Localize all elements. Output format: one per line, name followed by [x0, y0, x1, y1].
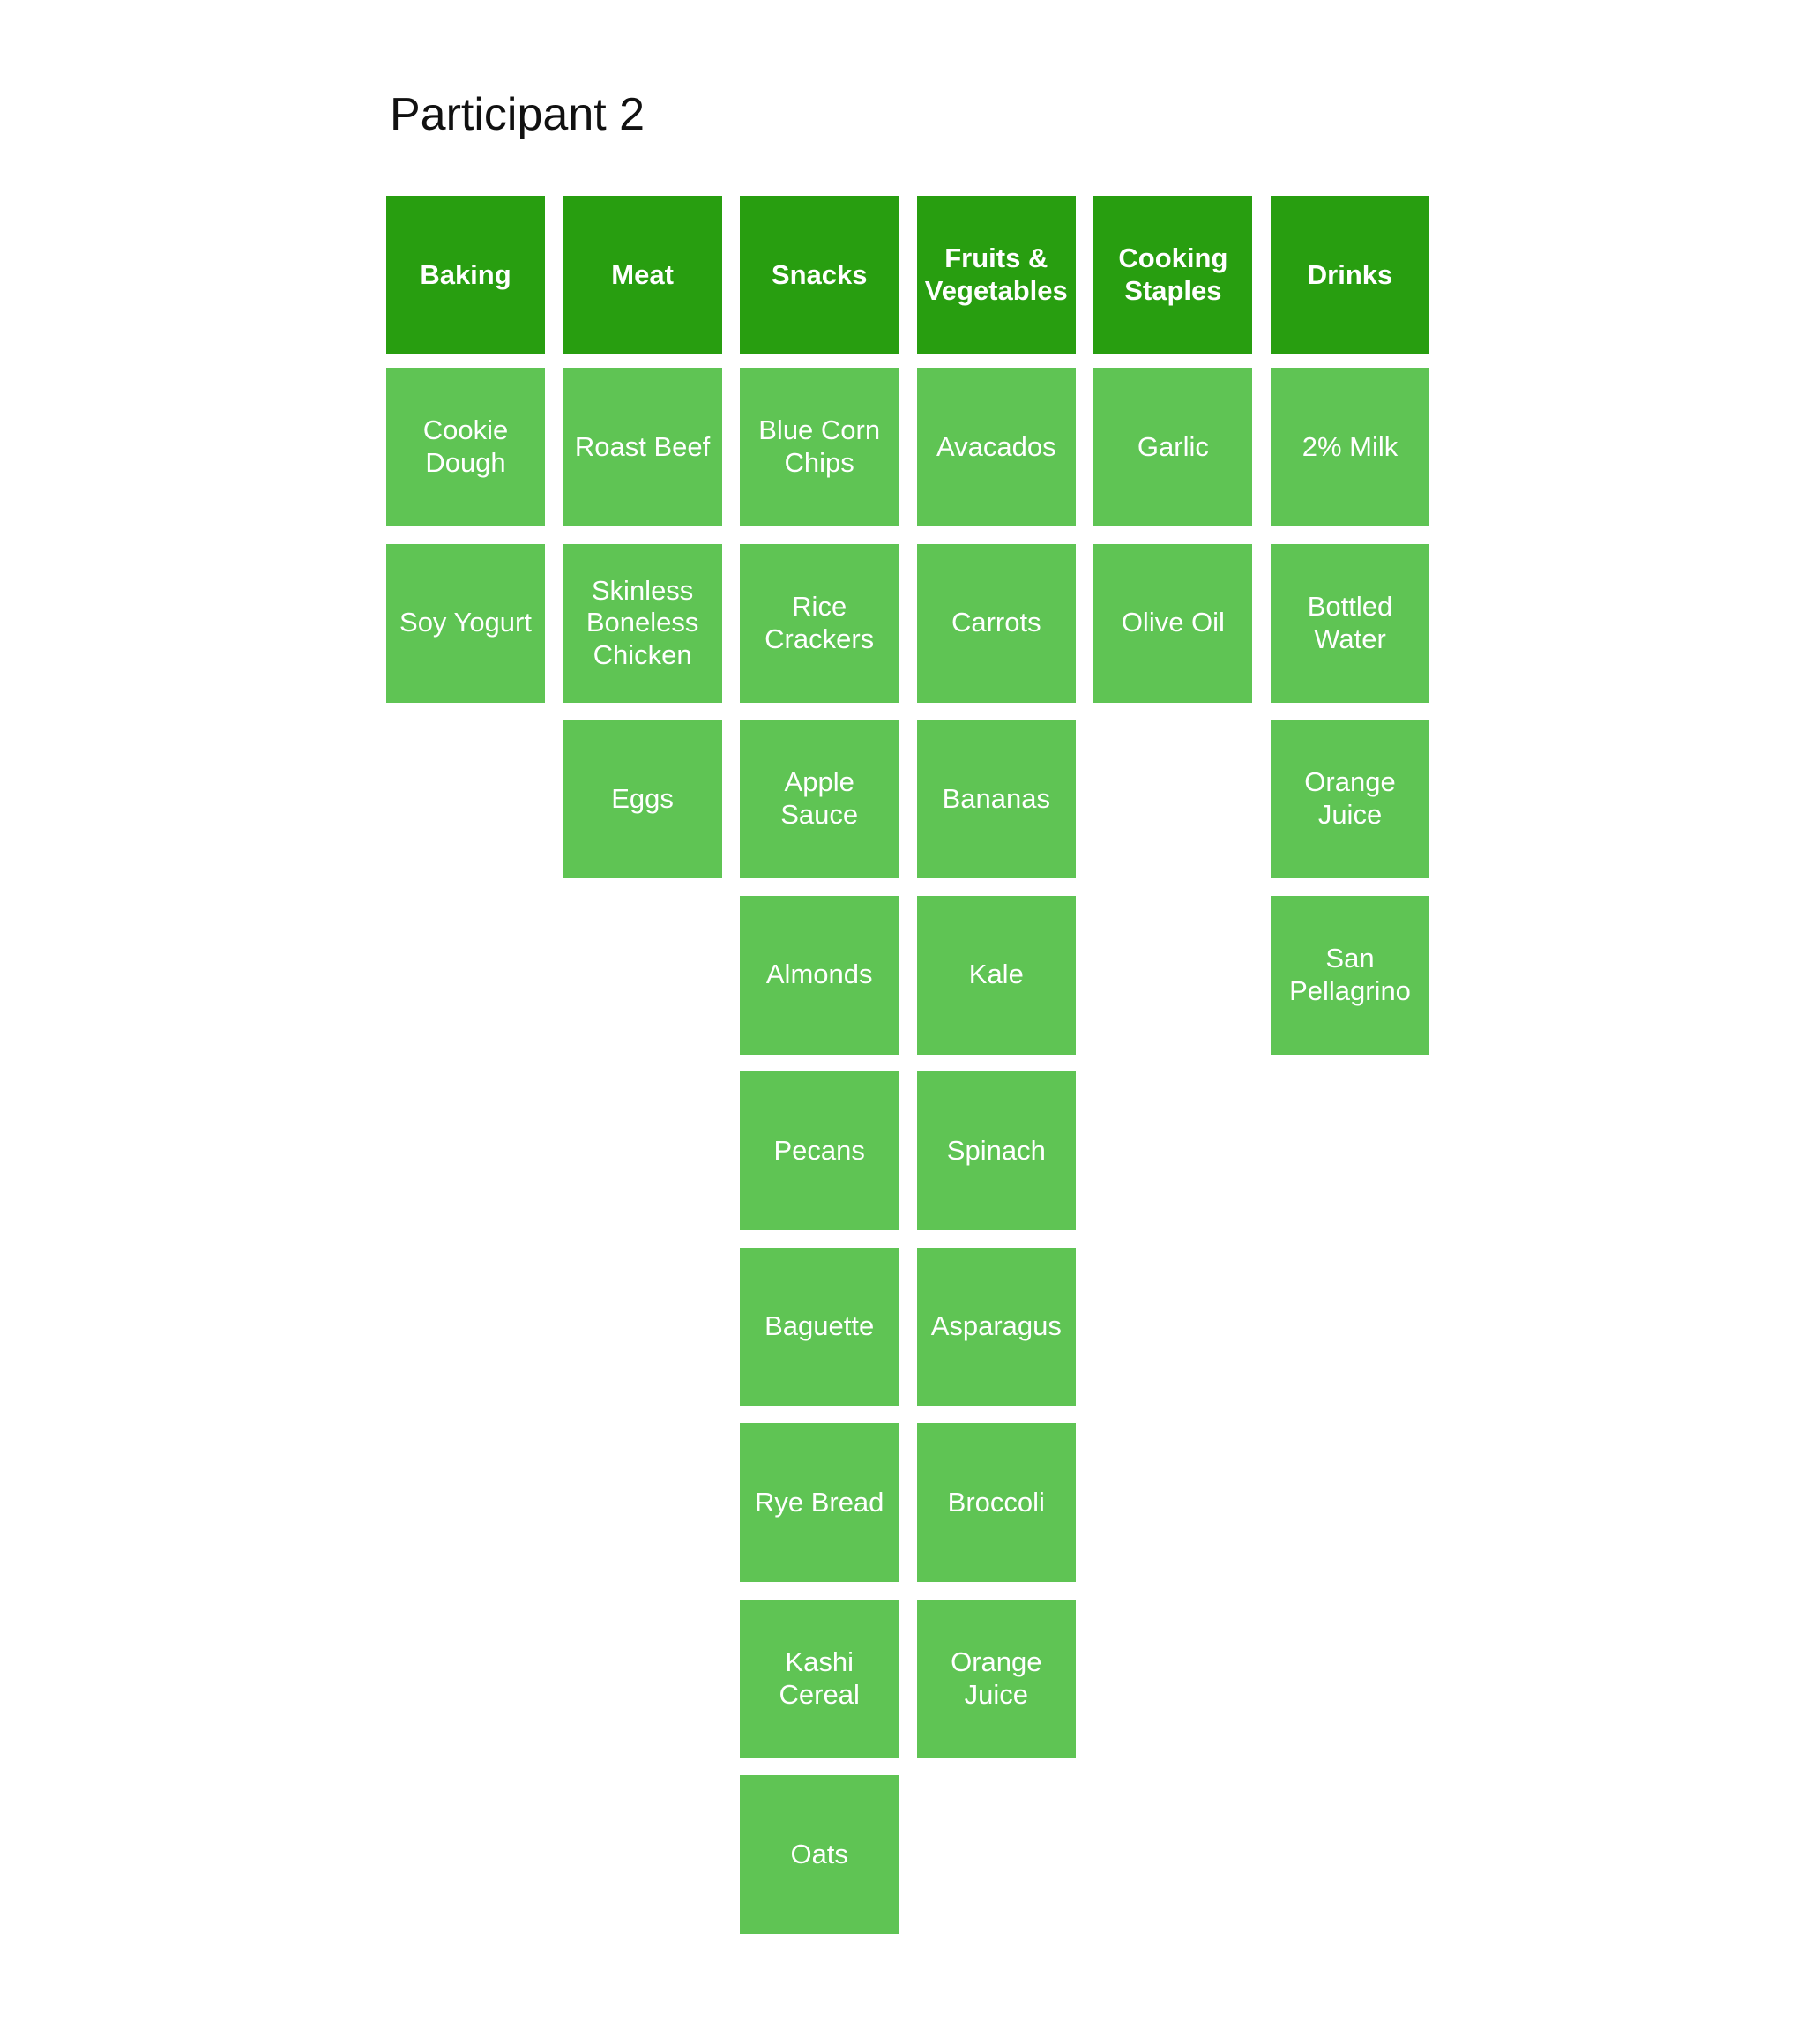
card: San Pellagrino: [1271, 895, 1429, 1055]
card: Rye Bread: [740, 1423, 899, 1582]
card: Rice Crackers: [740, 543, 899, 703]
category-header: Fruits & Vegetables: [916, 196, 1076, 354]
card: Carrots: [916, 543, 1076, 703]
category-header: Cooking Staples: [1093, 196, 1253, 354]
card: Roast Beef: [563, 368, 722, 526]
card: Bottled Water: [1271, 543, 1429, 703]
category-header: Drinks: [1271, 196, 1429, 354]
card: Orange Juice: [916, 1599, 1076, 1758]
card: Blue Corn Chips: [740, 368, 899, 526]
page-title: Participant 2: [390, 89, 645, 140]
card: Apple Sauce: [740, 720, 899, 878]
category-header: Meat: [563, 196, 722, 354]
card: Asparagus: [916, 1247, 1076, 1406]
card: Kashi Cereal: [740, 1599, 899, 1758]
card: Soy Yogurt: [386, 543, 545, 703]
card: Spinach: [916, 1071, 1076, 1230]
card: Broccoli: [916, 1423, 1076, 1582]
card: Oats: [740, 1775, 899, 1934]
card: Garlic: [1093, 368, 1253, 526]
category-header: Baking: [386, 196, 545, 354]
card: Olive Oil: [1093, 543, 1253, 703]
card: Skinless Boneless Chicken: [563, 543, 722, 703]
card: 2% Milk: [1271, 368, 1429, 526]
card: Avacados: [916, 368, 1076, 526]
card: Kale: [916, 895, 1076, 1055]
card: Pecans: [740, 1071, 899, 1230]
card: Eggs: [563, 720, 722, 878]
card: Bananas: [916, 720, 1076, 878]
card: Orange Juice: [1271, 720, 1429, 878]
card: Baguette: [740, 1247, 899, 1406]
category-header: Snacks: [740, 196, 899, 354]
card: Cookie Dough: [386, 368, 545, 526]
card: Almonds: [740, 895, 899, 1055]
